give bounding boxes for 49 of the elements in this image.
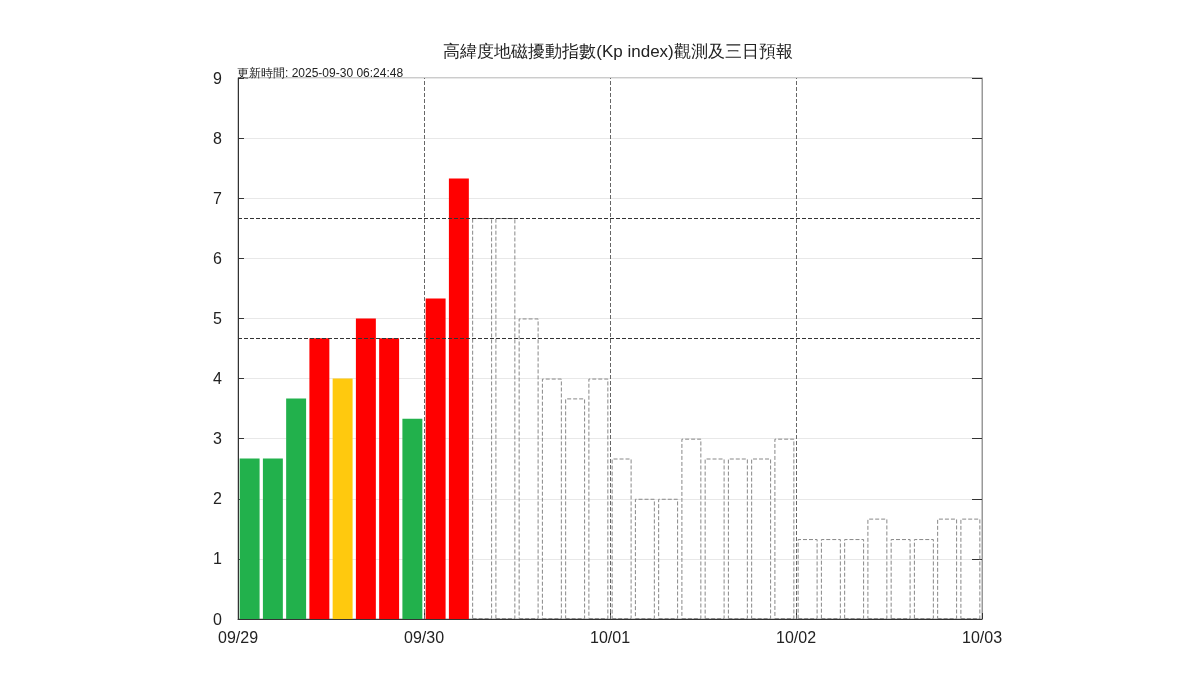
bar (704, 458, 725, 619)
bar (611, 458, 632, 619)
y-tick-label: 0 (213, 610, 223, 628)
bar (681, 438, 702, 619)
y-tick-label: 5 (213, 309, 223, 327)
y-tick-label: 6 (213, 249, 223, 267)
x-tick-label: 10/01 (589, 628, 631, 646)
bar (495, 218, 516, 619)
chart-title: 高緯度地磁擾動指數(Kp index)觀測及三日預報 (443, 42, 793, 61)
bar (913, 539, 934, 619)
y-tick-label: 2 (213, 490, 223, 508)
x-tick-label: 09/30 (403, 628, 445, 646)
y-tick-label: 9 (213, 69, 223, 87)
x-tick-label: 10/02 (775, 628, 817, 646)
bar (286, 398, 307, 619)
bar (774, 438, 795, 619)
y-tick-label: 1 (213, 550, 223, 568)
bar (355, 318, 376, 619)
chart-subtitle: 更新時間: 2025-09-30 06:24:48 (237, 66, 404, 80)
bar (890, 539, 911, 619)
bar (518, 318, 539, 619)
bar (960, 518, 981, 619)
bar (867, 518, 888, 619)
bar (379, 338, 400, 619)
bar (332, 378, 353, 619)
bar (937, 518, 958, 619)
bar (472, 218, 493, 619)
y-tick-label: 4 (213, 370, 223, 388)
y-tick-label: 7 (213, 189, 223, 207)
x-tick-label: 09/29 (217, 628, 259, 646)
bar (844, 539, 865, 619)
bar (309, 338, 330, 619)
bar (565, 398, 586, 619)
bar (634, 498, 655, 619)
bar (448, 178, 469, 619)
bar (797, 539, 818, 619)
bar (751, 458, 772, 619)
y-tick-label: 8 (213, 129, 223, 147)
bar (820, 539, 841, 619)
x-tick-label: 10/03 (961, 628, 1003, 646)
y-tick-label: 3 (213, 430, 223, 448)
bar (588, 378, 609, 619)
bar (425, 298, 446, 619)
bar (402, 418, 423, 619)
bar (262, 458, 283, 619)
bar (239, 458, 260, 619)
bar (727, 458, 748, 619)
bar (658, 498, 679, 619)
bar (541, 378, 562, 619)
